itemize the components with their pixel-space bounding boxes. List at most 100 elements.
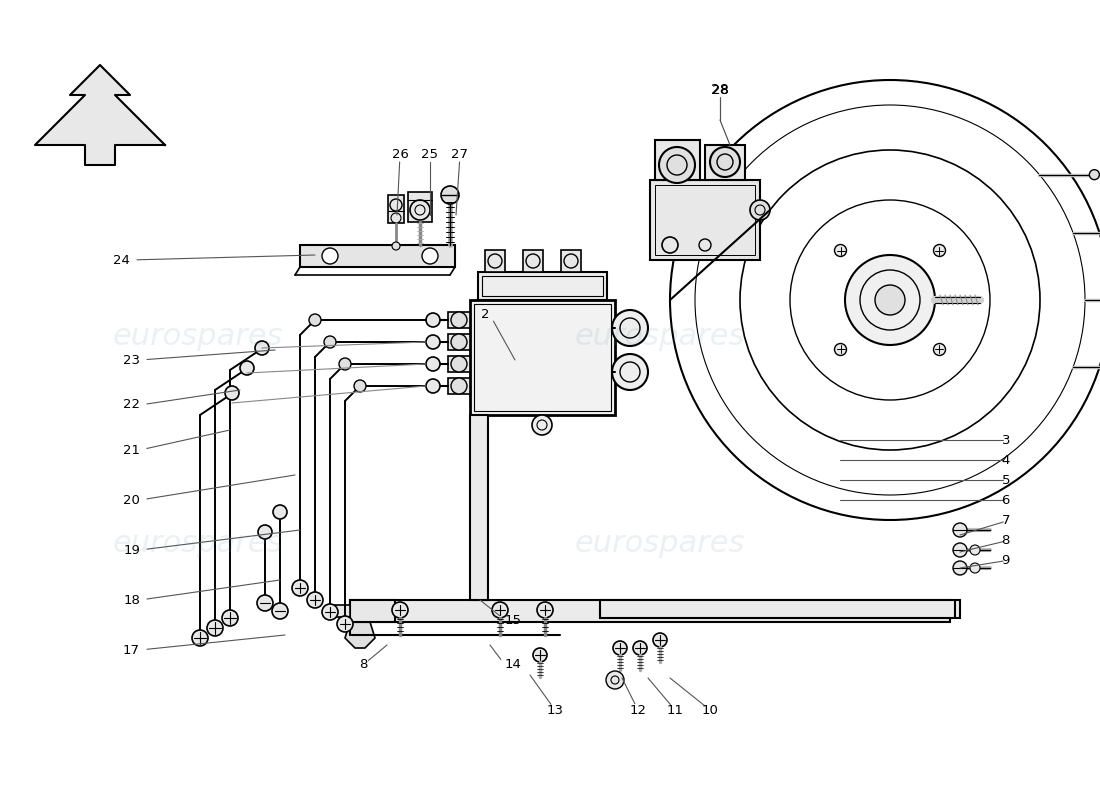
Text: eurospares: eurospares (113, 322, 283, 350)
Circle shape (422, 248, 438, 264)
Circle shape (662, 237, 678, 253)
Bar (470, 415, 488, 600)
Circle shape (953, 523, 967, 537)
Text: 26: 26 (392, 149, 408, 162)
Bar (408, 192, 432, 222)
Circle shape (426, 357, 440, 371)
Circle shape (845, 255, 935, 345)
Text: 10: 10 (702, 703, 718, 717)
Text: 9: 9 (1002, 554, 1010, 566)
Circle shape (874, 285, 905, 315)
Circle shape (532, 415, 552, 435)
Bar (448, 378, 470, 394)
Circle shape (309, 314, 321, 326)
Circle shape (273, 505, 287, 519)
Circle shape (613, 641, 627, 655)
Circle shape (257, 595, 273, 611)
Circle shape (835, 343, 847, 355)
Circle shape (451, 378, 468, 394)
Circle shape (534, 648, 547, 662)
Circle shape (392, 602, 408, 618)
Text: 22: 22 (123, 398, 140, 411)
Bar (561, 250, 581, 272)
Text: 28: 28 (712, 83, 729, 97)
Text: 6: 6 (1002, 494, 1010, 506)
Bar (350, 600, 395, 622)
Circle shape (451, 312, 468, 328)
Text: 8: 8 (1002, 534, 1010, 546)
Circle shape (207, 620, 223, 636)
Circle shape (698, 239, 711, 251)
Bar (448, 334, 470, 350)
Text: 3: 3 (1001, 434, 1010, 446)
Circle shape (451, 356, 468, 372)
Circle shape (255, 341, 270, 355)
Bar (300, 245, 455, 267)
Circle shape (537, 602, 553, 618)
Text: 19: 19 (123, 543, 140, 557)
Text: 11: 11 (667, 703, 683, 717)
Circle shape (226, 386, 239, 400)
Bar (654, 140, 700, 180)
Circle shape (192, 630, 208, 646)
Circle shape (659, 147, 695, 183)
Circle shape (606, 671, 624, 689)
Bar (600, 600, 960, 618)
Text: 18: 18 (123, 594, 140, 606)
Text: 25: 25 (421, 149, 439, 162)
Circle shape (835, 245, 847, 257)
Circle shape (934, 245, 946, 257)
Circle shape (258, 525, 272, 539)
Bar (478, 272, 607, 300)
Text: 8: 8 (359, 658, 367, 671)
Text: eurospares: eurospares (575, 322, 745, 350)
Text: 4: 4 (1002, 454, 1010, 466)
Circle shape (426, 335, 440, 349)
Text: 5: 5 (1001, 474, 1010, 486)
Circle shape (392, 242, 400, 250)
Polygon shape (35, 65, 165, 165)
Text: eurospares: eurospares (575, 530, 745, 558)
Bar (650, 180, 760, 260)
Circle shape (324, 336, 336, 348)
Bar (705, 145, 745, 180)
Circle shape (339, 358, 351, 370)
Text: 23: 23 (123, 354, 140, 366)
Circle shape (337, 616, 353, 632)
Circle shape (653, 633, 667, 647)
Text: 27: 27 (451, 149, 469, 162)
Circle shape (426, 379, 440, 393)
Circle shape (322, 604, 338, 620)
Circle shape (612, 354, 648, 390)
Bar (388, 195, 404, 223)
Circle shape (970, 545, 980, 555)
Circle shape (953, 561, 967, 575)
Circle shape (354, 380, 366, 392)
Bar (522, 250, 543, 272)
Text: 7: 7 (1001, 514, 1010, 526)
Text: 12: 12 (629, 703, 647, 717)
Bar (654, 185, 755, 255)
Circle shape (441, 186, 459, 204)
Bar (448, 356, 470, 372)
Circle shape (934, 343, 946, 355)
Text: 28: 28 (712, 83, 728, 97)
Circle shape (970, 563, 980, 573)
Text: 14: 14 (505, 658, 521, 671)
Bar (330, 605, 350, 617)
Bar (448, 312, 470, 328)
Text: 2: 2 (482, 309, 490, 322)
Text: 15: 15 (505, 614, 522, 626)
Text: 17: 17 (123, 643, 140, 657)
Circle shape (612, 310, 648, 346)
Text: 24: 24 (113, 254, 130, 266)
Circle shape (632, 641, 647, 655)
Circle shape (272, 603, 288, 619)
Bar (482, 276, 603, 296)
Text: 20: 20 (123, 494, 140, 506)
Text: 13: 13 (547, 703, 563, 717)
Circle shape (322, 248, 338, 264)
Bar (350, 600, 950, 622)
Circle shape (1089, 170, 1099, 180)
Circle shape (240, 361, 254, 375)
